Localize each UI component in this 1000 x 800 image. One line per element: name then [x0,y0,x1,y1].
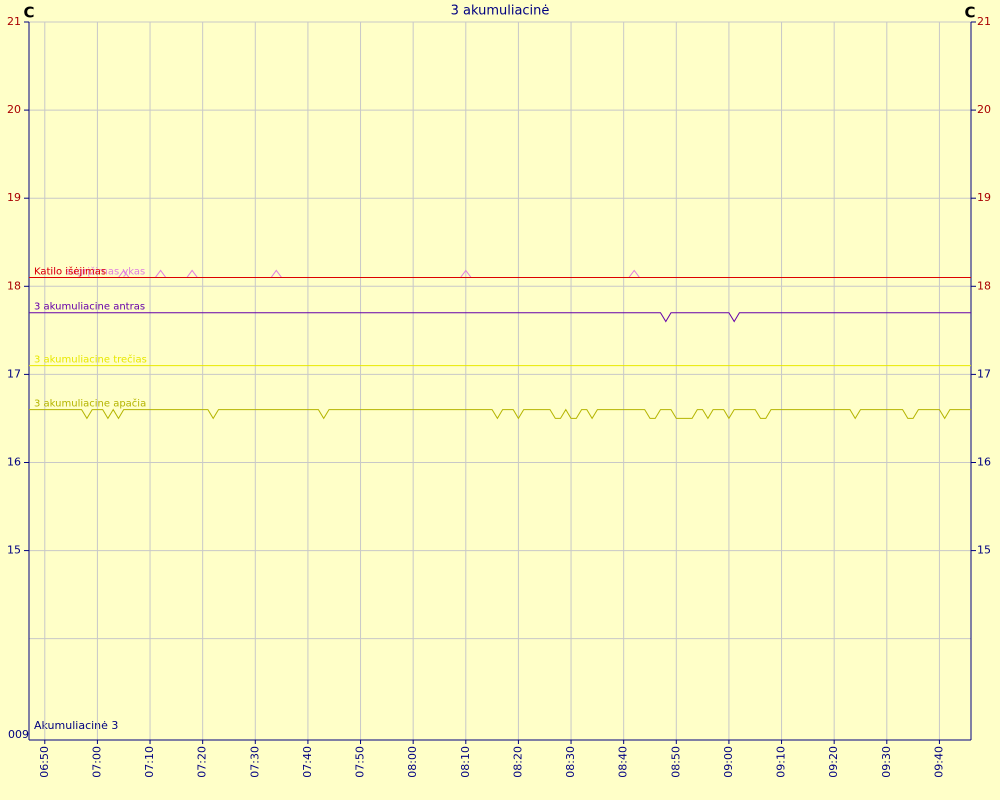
x-tick-label: 09:30 [880,746,893,778]
series-label: 3 akumuliacine apačia [34,398,146,410]
x-tick-label: 09:40 [932,746,945,778]
y-unit-left: C [23,4,34,22]
series-label: Katilo sugrįžimas ykas [34,265,145,277]
series-line [29,269,971,278]
x-tick-label: 07:00 [90,746,103,778]
axis-group-label: Akumuliacinė 3 [34,719,118,732]
y-unit-right: C [964,4,975,22]
y-tick-label-right: 15 [977,544,991,557]
y-tick-label-right: 17 [977,367,991,380]
y-tick-label-right: 21 [977,15,991,28]
series-line [29,312,971,323]
x-tick-label: 07:10 [143,746,156,778]
y-tick-label-right: 19 [977,191,991,204]
x-tick-label: 08:00 [406,746,419,778]
y-tick-label: 17 [7,367,21,380]
y-tick-label: 16 [7,455,21,468]
x-tick-label: 09:20 [827,746,840,778]
series-line [29,408,971,420]
x-tick-label: 08:30 [564,746,577,778]
x-tick-label: 07:40 [301,746,314,778]
x-tick-label: 08:40 [617,746,630,778]
chart-title: 3 akumuliacinė [451,4,550,19]
y-tick-label-right: 20 [977,103,991,116]
axis-bottom-label: 009 [8,728,29,741]
y-tick-label: 19 [7,191,21,204]
x-tick-label: 09:00 [722,746,735,778]
x-tick-label: 06:50 [38,746,51,778]
series-label: 3 akumuliacine trečias [34,354,147,366]
x-tick-label: 09:10 [775,746,788,778]
x-tick-label: 07:20 [196,746,209,778]
x-tick-label: 07:50 [354,746,367,778]
y-tick-label: 18 [7,279,21,292]
series-label: 3 akumuliacine antras [34,302,145,313]
series-label: Katilo išėjimas [34,265,106,277]
x-tick-label: 08:10 [459,746,472,778]
y-tick-label: 20 [7,103,21,116]
x-tick-label: 08:20 [511,746,524,778]
y-tick-label: 15 [7,544,21,557]
x-tick-label: 08:50 [669,746,682,778]
x-tick-label: 07:30 [248,746,261,778]
y-tick-label-right: 16 [977,455,991,468]
y-tick-label: 21 [7,15,21,28]
y-tick-label-right: 18 [977,279,991,292]
